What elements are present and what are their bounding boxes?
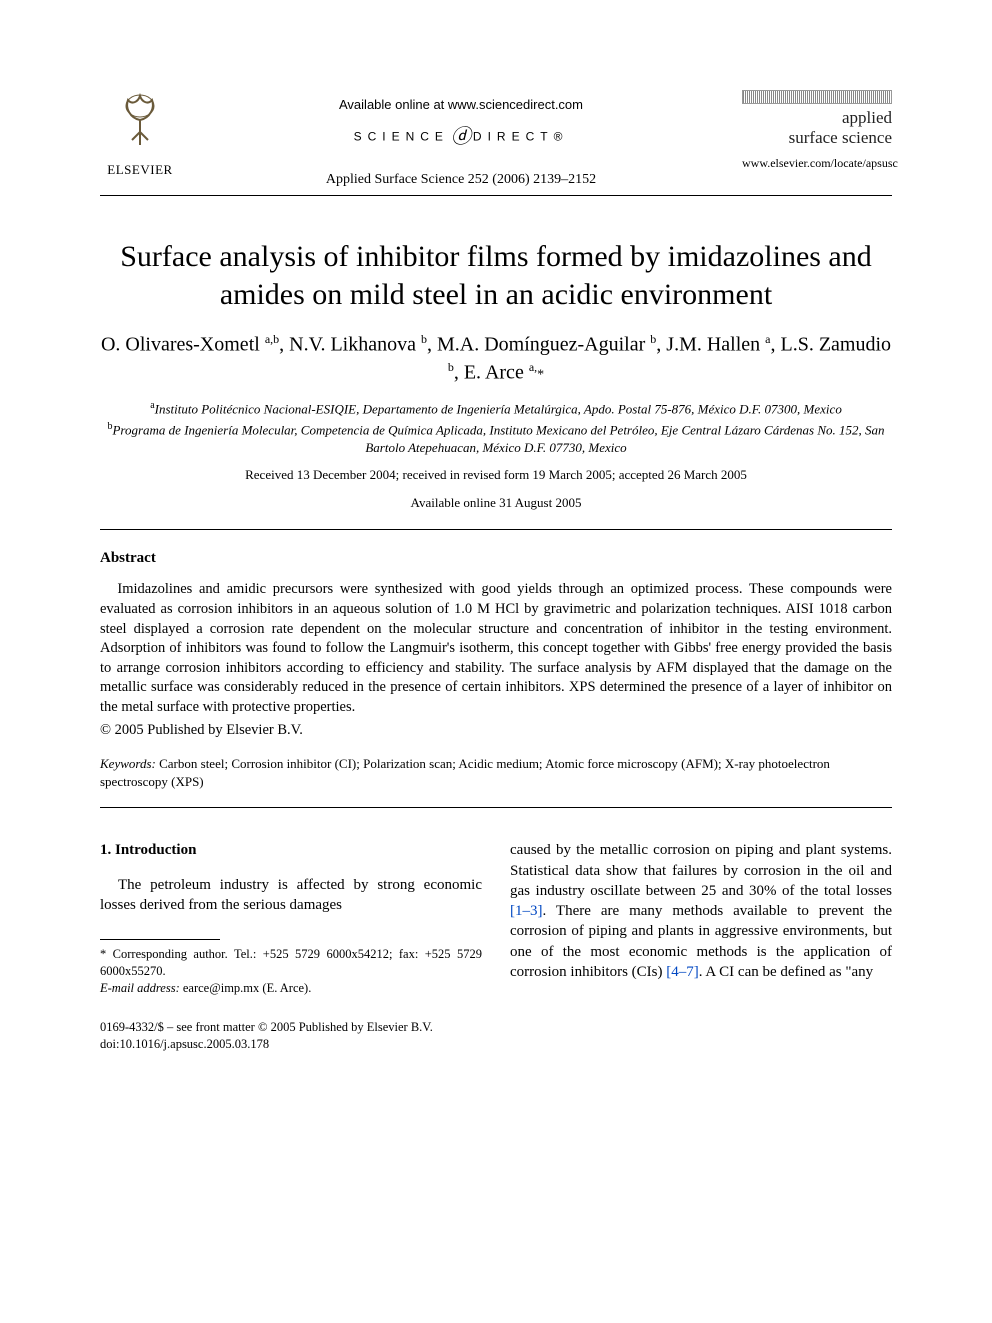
email-label: E-mail address: <box>100 981 180 995</box>
intro-para-left: The petroleum industry is affected by st… <box>100 875 482 916</box>
journal-url: www.elsevier.com/locate/apsusc <box>742 155 892 171</box>
keywords-text: Carbon steel; Corrosion inhibitor (CI); … <box>100 756 830 789</box>
doi-line: doi:10.1016/j.apsusc.2005.03.178 <box>100 1036 482 1053</box>
affiliation-b: bPrograma de Ingeniería Molecular, Compe… <box>100 420 892 456</box>
corresponding-author-note: * Corresponding author. Tel.: +525 5729 … <box>100 946 482 980</box>
received-dates: Received 13 December 2004; received in r… <box>100 466 892 484</box>
sciencedirect-logo: SCIENCEⓓDIRECT® <box>180 124 742 151</box>
publisher-name: ELSEVIER <box>100 161 180 179</box>
page-header: ELSEVIER Available online at www.science… <box>100 90 892 189</box>
authors-line: O. Olivares-Xometl a,b, N.V. Likhanova b… <box>100 331 892 386</box>
body-columns: 1. Introduction The petroleum industry i… <box>100 840 892 1052</box>
footnote-rule <box>100 939 220 940</box>
affiliation-a: aInstituto Politécnico Nacional-ESIQIE, … <box>100 399 892 418</box>
journal-reference: Applied Surface Science 252 (2006) 2139–… <box>180 171 742 190</box>
journal-cover-bar <box>742 90 892 104</box>
elsevier-tree-icon <box>110 90 170 150</box>
abstract-body: Imidazolines and amidic precursors were … <box>100 580 892 717</box>
sd-text-right: DIRECT® <box>473 129 569 143</box>
available-online-text: Available online at www.sciencedirect.co… <box>180 96 742 114</box>
available-online-date: Available online 31 August 2005 <box>100 494 892 512</box>
intro-para-right: caused by the metallic corrosion on pipi… <box>510 840 892 982</box>
email-value: earce@imp.mx (E. Arce). <box>180 981 312 995</box>
sd-d-icon: ⓓ <box>451 126 471 148</box>
affil-b-text: Programa de Ingeniería Molecular, Compet… <box>112 422 884 455</box>
abstract-copyright: © 2005 Published by Elsevier B.V. <box>100 721 892 741</box>
journal-name-line2: surface science <box>742 128 892 148</box>
journal-logo-block: applied surface science www.elsevier.com… <box>742 90 892 171</box>
header-rule <box>100 195 892 196</box>
abstract-heading: Abstract <box>100 548 892 568</box>
sd-text-left: SCIENCE <box>354 129 449 143</box>
center-header: Available online at www.sciencedirect.co… <box>180 90 742 189</box>
journal-name-line1: applied <box>742 108 892 128</box>
email-note: E-mail address: earce@imp.mx (E. Arce). <box>100 980 482 997</box>
left-column: 1. Introduction The petroleum industry i… <box>100 840 482 1052</box>
intro-right-post: . A CI can be defined as "any <box>699 964 873 980</box>
ref-link-1-3[interactable]: [1–3] <box>510 903 543 919</box>
article-title: Surface analysis of inhibitor films form… <box>100 238 892 313</box>
post-keywords-rule <box>100 807 892 808</box>
pre-abstract-rule <box>100 529 892 530</box>
section-1-heading: 1. Introduction <box>100 840 482 860</box>
keywords-line: Keywords: Carbon steel; Corrosion inhibi… <box>100 755 892 791</box>
journal-name: applied surface science <box>742 108 892 147</box>
publisher-logo: ELSEVIER <box>100 90 180 178</box>
ref-link-4-7[interactable]: [4–7] <box>666 964 699 980</box>
affil-a-text: Instituto Politécnico Nacional-ESIQIE, D… <box>155 401 842 416</box>
intro-right-pre: caused by the metallic corrosion on pipi… <box>510 842 892 899</box>
right-column: caused by the metallic corrosion on pipi… <box>510 840 892 1052</box>
front-matter-line: 0169-4332/$ – see front matter © 2005 Pu… <box>100 1019 482 1036</box>
keywords-label: Keywords: <box>100 756 156 771</box>
doi-block: 0169-4332/$ – see front matter © 2005 Pu… <box>100 1019 482 1053</box>
